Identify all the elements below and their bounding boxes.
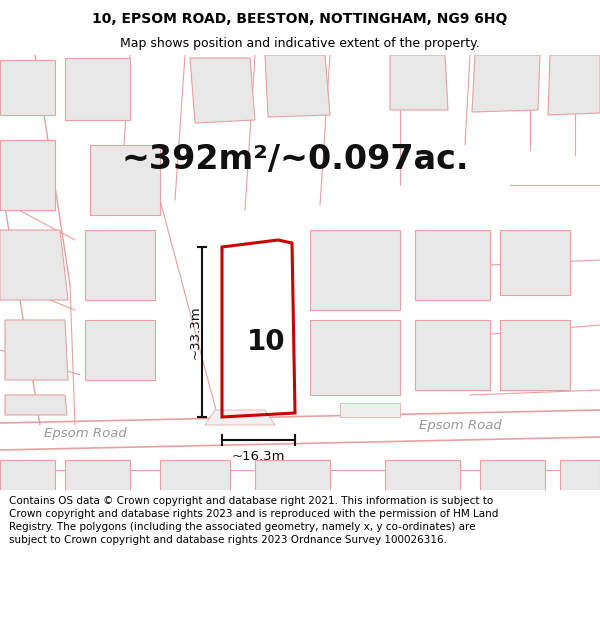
Polygon shape	[390, 55, 448, 110]
Polygon shape	[85, 230, 155, 300]
Polygon shape	[415, 230, 490, 300]
Polygon shape	[65, 58, 130, 120]
Polygon shape	[5, 320, 68, 380]
Polygon shape	[205, 410, 275, 425]
Text: 10: 10	[247, 328, 286, 356]
Text: ~16.3m: ~16.3m	[232, 449, 285, 462]
Polygon shape	[0, 460, 55, 490]
Text: 10, EPSOM ROAD, BEESTON, NOTTINGHAM, NG9 6HQ: 10, EPSOM ROAD, BEESTON, NOTTINGHAM, NG9…	[92, 12, 508, 26]
Polygon shape	[310, 230, 400, 310]
Polygon shape	[472, 55, 540, 112]
Polygon shape	[548, 55, 600, 115]
Polygon shape	[255, 460, 330, 490]
Text: Contains OS data © Crown copyright and database right 2021. This information is : Contains OS data © Crown copyright and d…	[9, 496, 499, 545]
Polygon shape	[265, 55, 330, 117]
Polygon shape	[500, 230, 570, 295]
Polygon shape	[85, 320, 155, 380]
Polygon shape	[385, 460, 460, 490]
Polygon shape	[160, 460, 230, 490]
Polygon shape	[0, 230, 68, 300]
Text: ~392m²/~0.097ac.: ~392m²/~0.097ac.	[121, 144, 469, 176]
Polygon shape	[190, 58, 255, 123]
Polygon shape	[5, 395, 67, 415]
Text: Epsom Road: Epsom Road	[419, 419, 502, 431]
Polygon shape	[340, 403, 400, 417]
Text: Epsom Road: Epsom Road	[44, 426, 127, 439]
Polygon shape	[0, 60, 55, 115]
Text: ~33.3m: ~33.3m	[188, 305, 202, 359]
Polygon shape	[0, 140, 55, 210]
Polygon shape	[310, 320, 400, 395]
Polygon shape	[480, 460, 545, 490]
Polygon shape	[560, 460, 600, 490]
Polygon shape	[90, 145, 160, 215]
Polygon shape	[500, 320, 570, 390]
Polygon shape	[65, 460, 130, 490]
Text: Map shows position and indicative extent of the property.: Map shows position and indicative extent…	[120, 38, 480, 51]
Polygon shape	[415, 320, 490, 390]
